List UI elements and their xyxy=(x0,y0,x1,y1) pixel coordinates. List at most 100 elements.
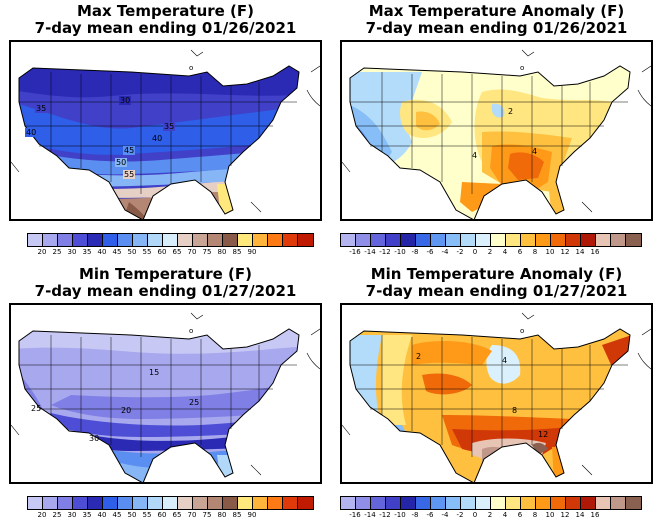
panel-subtitle: 7-day mean ending 01/26/2021 xyxy=(34,19,297,37)
colorbar-tick-label: 8 xyxy=(532,248,538,256)
colorbar-swatch xyxy=(73,497,88,509)
colorbar-swatch xyxy=(28,497,43,509)
colorbar-swatch xyxy=(476,234,491,246)
colorbar-tick-label: 75 xyxy=(202,511,212,519)
colorbar-tick-label: 90 xyxy=(247,511,257,519)
contour-label: 25 xyxy=(31,404,41,413)
colorbar-tick-label: 2 xyxy=(487,511,493,519)
colorbar-tick-label: 4 xyxy=(502,511,508,519)
colorbar-tick-label: -10 xyxy=(394,248,406,256)
colorbar-tick-label: 30 xyxy=(67,248,77,256)
colorbar-tick-label: 4 xyxy=(502,248,508,256)
colorbar-swatch xyxy=(371,234,386,246)
colorbar-swatch xyxy=(446,497,461,509)
colorbar-swatch xyxy=(371,497,386,509)
panel-subtitle: 7-day mean ending 01/27/2021 xyxy=(34,282,297,300)
map-min-temperature-anomaly: o 2 4 8 12 xyxy=(340,303,653,484)
colorbar-tick-label: 25 xyxy=(52,511,62,519)
contour-label: 40 xyxy=(152,134,162,143)
colorbar-swatch xyxy=(476,497,491,509)
colorbar-swatch xyxy=(521,497,536,509)
colorbar-swatch xyxy=(536,497,551,509)
colorbar-tick-label: 14 xyxy=(575,248,585,256)
colorbar-swatch xyxy=(133,497,148,509)
contour-label: 30 xyxy=(120,96,130,105)
panel-min-temperature: Min Temperature (F) 7-day mean ending 01… xyxy=(0,263,331,526)
contour-label: 2 xyxy=(416,352,421,361)
colorbar-swatch xyxy=(283,497,298,509)
colorbar-swatch xyxy=(73,234,88,246)
colorbar-swatch xyxy=(596,234,611,246)
colorbar-swatch xyxy=(596,497,611,509)
colorbar-swatch xyxy=(551,234,566,246)
colorbar-swatch xyxy=(253,497,268,509)
colorbar-swatch xyxy=(88,497,103,509)
colorbar-tick-label: -10 xyxy=(394,511,406,519)
colorbar-swatch xyxy=(446,234,461,246)
colorbar-swatch xyxy=(133,234,148,246)
colorbar-swatch xyxy=(386,234,401,246)
colorbar-swatch xyxy=(298,497,313,509)
colorbar-tick-label: 60 xyxy=(157,248,167,256)
colorbar-swatch xyxy=(401,234,416,246)
colorbar-tick-label: -8 xyxy=(411,511,419,519)
colorbar-tick-label: 35 xyxy=(82,248,92,256)
colorbar xyxy=(340,496,642,510)
colorbar-swatch xyxy=(208,497,223,509)
colorbar-tick-label: -4 xyxy=(441,511,449,519)
colorbar-tick-label: 20 xyxy=(37,511,47,519)
colorbar-swatch xyxy=(491,497,506,509)
colorbar-tick-label: -2 xyxy=(456,248,464,256)
colorbar-swatch xyxy=(356,234,371,246)
colorbar-tick-label: 50 xyxy=(127,248,137,256)
contour-label: 45 xyxy=(124,146,134,155)
contour-label: 12 xyxy=(538,430,548,439)
colorbar-swatch xyxy=(43,497,58,509)
colorbar-swatch xyxy=(253,234,268,246)
colorbar-tick-label: 70 xyxy=(187,248,197,256)
colorbar-tick-label: 6 xyxy=(517,248,523,256)
colorbar-swatch xyxy=(416,234,431,246)
colorbar-swatch xyxy=(341,497,356,509)
colorbar-tick-label: 50 xyxy=(127,511,137,519)
panel-title: Min Temperature Anomaly (F) xyxy=(370,265,623,283)
colorbar-swatch xyxy=(223,497,238,509)
colorbar-swatch xyxy=(238,234,253,246)
colorbar-swatch xyxy=(178,497,193,509)
colorbar-tick-label: 45 xyxy=(112,511,122,519)
colorbar-swatch xyxy=(268,234,283,246)
colorbar-swatch xyxy=(431,497,446,509)
colorbar-swatch xyxy=(103,234,118,246)
colorbar-tick-label: -2 xyxy=(456,511,464,519)
colorbar-tick-label: 90 xyxy=(247,248,257,256)
colorbar-tick-label: 2 xyxy=(487,248,493,256)
panel-title: Max Temperature (F) xyxy=(76,2,255,20)
colorbar-tick-label: -6 xyxy=(426,511,434,519)
contour-label: 25 xyxy=(189,398,199,407)
colorbar xyxy=(340,233,642,247)
contour-label: 35 xyxy=(164,122,174,131)
panel-max-temperature-anomaly: Max Temperature Anomaly (F) 7-day mean e… xyxy=(331,0,662,263)
contour-label: 35 xyxy=(36,104,46,113)
colorbar-swatch xyxy=(148,497,163,509)
colorbar-tick-label: 55 xyxy=(142,248,152,256)
contour-label: 4 xyxy=(502,356,507,365)
colorbar-swatch xyxy=(118,234,133,246)
colorbar-tick-label: 40 xyxy=(97,511,107,519)
panel-min-temperature-anomaly: Min Temperature Anomaly (F) 7-day mean e… xyxy=(331,263,662,526)
colorbar-swatch xyxy=(148,234,163,246)
contour-label: 2 xyxy=(508,107,513,116)
colorbar-tick-label: -12 xyxy=(379,511,391,519)
colorbar-swatch xyxy=(461,497,476,509)
colorbar-tick-label: -14 xyxy=(364,248,376,256)
colorbar-swatch xyxy=(551,497,566,509)
contour-label: 30 xyxy=(89,434,99,443)
colorbar-tick-label: -8 xyxy=(411,248,419,256)
colorbar-tick-label: 60 xyxy=(157,511,167,519)
map-max-temperature: o 30 35 35 40 40 45 50 55 xyxy=(9,40,322,221)
colorbar-swatch xyxy=(163,497,178,509)
panel-subtitle: 7-day mean ending 01/27/2021 xyxy=(365,282,628,300)
colorbar-swatch xyxy=(536,234,551,246)
colorbar-tick-label: 16 xyxy=(590,511,600,519)
contour-label: 50 xyxy=(116,158,126,167)
